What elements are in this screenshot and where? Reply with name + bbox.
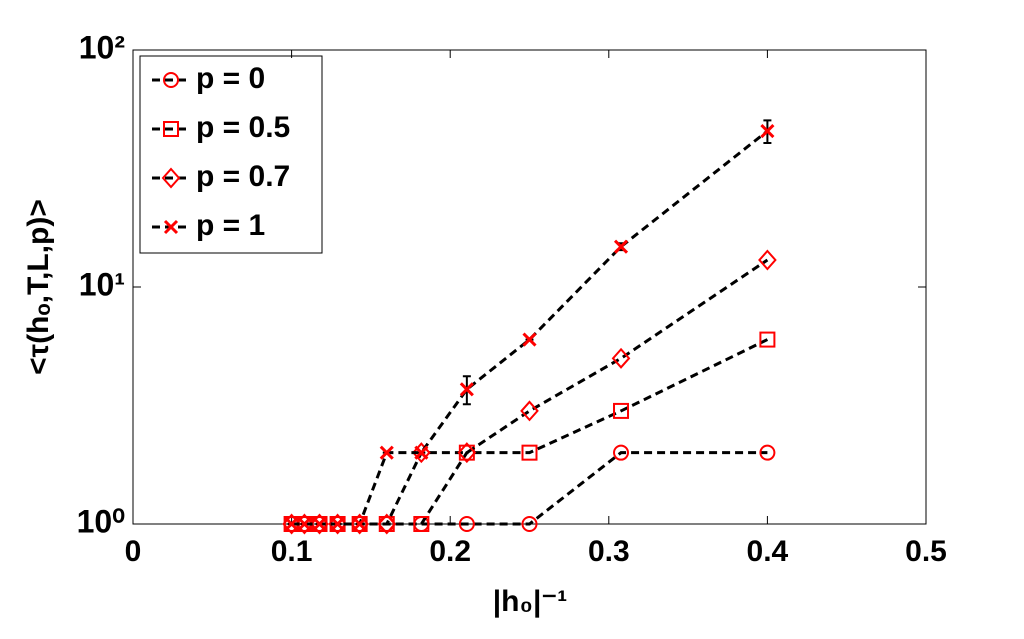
legend-label: p = 0.5 — [196, 111, 290, 144]
x-tick-label: 0.3 — [588, 535, 630, 568]
marker — [613, 239, 629, 254]
marker — [312, 516, 327, 532]
x-tick-label: 0 — [125, 535, 142, 568]
x-tick-label: 0.2 — [429, 535, 471, 568]
legend-label: p = 1 — [196, 209, 265, 242]
marker — [350, 513, 369, 535]
x-axis-label: |h₀|⁻¹ — [493, 585, 567, 618]
marker — [310, 513, 329, 535]
marker — [611, 347, 631, 369]
marker — [759, 444, 776, 461]
marker — [163, 121, 179, 137]
marker — [411, 442, 431, 464]
marker — [521, 444, 538, 461]
marker — [295, 513, 314, 535]
marker — [282, 513, 301, 535]
marker — [521, 516, 538, 532]
marker — [613, 402, 630, 419]
y-axis-label: <τ(hₒ,T,L,p)> — [22, 199, 55, 375]
y-tick-label: 10⁰ — [77, 503, 126, 539]
marker — [330, 516, 345, 532]
marker — [379, 445, 394, 460]
marker — [759, 331, 776, 348]
legend-label: p = 0.7 — [196, 160, 290, 193]
marker — [458, 516, 475, 532]
marker — [457, 442, 477, 464]
legend-box — [139, 55, 323, 254]
marker — [297, 516, 312, 532]
y-tick-label: 10² — [79, 29, 125, 65]
marker — [163, 72, 179, 88]
marker — [414, 445, 429, 460]
series-line — [291, 258, 769, 526]
marker — [161, 167, 181, 189]
y-tick-label: 10¹ — [79, 266, 125, 302]
x-tick-label: 0.1 — [271, 535, 313, 568]
marker — [328, 513, 347, 535]
marker — [284, 516, 299, 532]
marker — [459, 382, 474, 397]
marker — [413, 516, 430, 532]
marker — [758, 249, 777, 271]
marker — [760, 123, 775, 139]
legend-label: p = 0 — [196, 62, 265, 95]
marker — [163, 219, 179, 235]
marker — [352, 516, 367, 532]
marker — [377, 513, 397, 535]
marker — [522, 332, 537, 347]
marker — [613, 444, 630, 461]
x-tick-label: 0.4 — [747, 535, 789, 568]
x-tick-label: 0.5 — [905, 535, 947, 568]
marker — [520, 400, 539, 422]
